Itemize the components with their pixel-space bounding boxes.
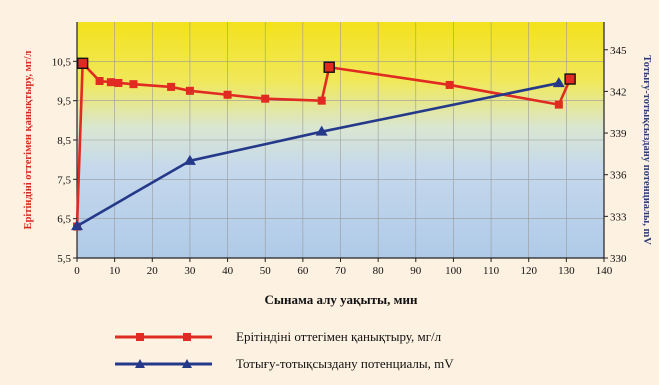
legend-marker-triangle	[182, 359, 192, 368]
data-point-square	[129, 80, 138, 89]
tick-labels: 0 10 20 30 40 50 60 70 80 90 100 110 120 130 140 5,5 6,5…	[52, 45, 627, 277]
x-tick-label: 50	[260, 265, 272, 277]
data-point-square	[261, 94, 270, 103]
legend-item-oxygen: Ерітіндіні оттегімен қанықтыру, мг/л	[115, 329, 442, 344]
data-point-square	[167, 82, 176, 91]
x-axis-title: Сынама алу уақыты, мин	[264, 292, 418, 307]
data-point-square-highlight	[76, 57, 89, 69]
y-axis-title-left: Ерітіндіні оттегімен қанықтыру, мг/л	[23, 50, 34, 229]
x-tick-label: 40	[222, 265, 234, 277]
y-left-tick-label: 8,5	[57, 135, 71, 147]
data-point-triangle	[183, 154, 196, 165]
data-point-square	[554, 100, 563, 109]
x-tick-label: 120	[520, 265, 537, 277]
y-right-tick-label: 342	[610, 86, 627, 98]
y-left-tick-label: 6,5	[57, 214, 71, 226]
x-tick-label: 20	[147, 265, 159, 277]
y-left-tick-label: 10,5	[52, 56, 72, 68]
x-tick-label: 140	[596, 265, 613, 277]
y-right-tick-label: 330	[610, 253, 627, 265]
data-point-square	[223, 90, 232, 99]
data-point-square	[185, 86, 194, 95]
legend-marker-square	[136, 333, 144, 341]
x-tick-label: 130	[558, 265, 575, 277]
x-tick-label: 60	[297, 265, 309, 277]
x-tick-label: 80	[373, 265, 385, 277]
data-point-triangle	[552, 77, 565, 88]
series-layer	[71, 57, 576, 231]
legend-marker-square	[183, 333, 191, 341]
x-tick-label: 70	[335, 265, 347, 277]
y-left-tick-label: 9,5	[57, 96, 71, 108]
data-point-square-highlight	[323, 61, 335, 73]
y-left-tick-label: 7,5	[57, 174, 71, 186]
data-point-square	[106, 78, 115, 87]
series-line	[76, 81, 560, 228]
y-axis-title-right: Тотығу-тотықсыздану потенциалы, mV	[641, 55, 652, 245]
y-right-tick-label: 345	[610, 45, 627, 57]
data-point-square	[95, 77, 104, 85]
x-tick-label: 0	[74, 265, 80, 277]
y-right-tick-label: 339	[610, 128, 627, 140]
data-point-square	[445, 80, 454, 89]
x-tick-label: 100	[445, 265, 462, 277]
legend-item-potential: Тотығу-тотықсыздану потенциалы, mV	[115, 356, 454, 371]
data-point-triangle	[315, 125, 328, 136]
x-tick-label: 110	[483, 265, 500, 277]
x-tick-label: 30	[184, 265, 196, 277]
y-right-tick-label: 333	[610, 211, 627, 223]
legend-label-potential: Тотығу-тотықсыздану потенциалы, mV	[236, 356, 454, 371]
x-tick-label: 10	[109, 265, 121, 277]
data-point-square	[317, 96, 326, 105]
legend-marker-triangle	[135, 359, 145, 368]
y-left-tick-label: 5,5	[57, 253, 71, 265]
data-point-square	[114, 78, 123, 87]
x-tick-label: 90	[410, 265, 422, 277]
legend-label-oxygen: Ерітіндіні оттегімен қанықтыру, мг/л	[236, 329, 442, 344]
y-right-tick-label: 336	[610, 170, 627, 182]
data-point-triangle	[71, 220, 83, 231]
legend: Ерітіндіні оттегімен қанықтыру, мг/л Тот…	[115, 329, 454, 371]
data-point-square-highlight	[564, 73, 576, 85]
